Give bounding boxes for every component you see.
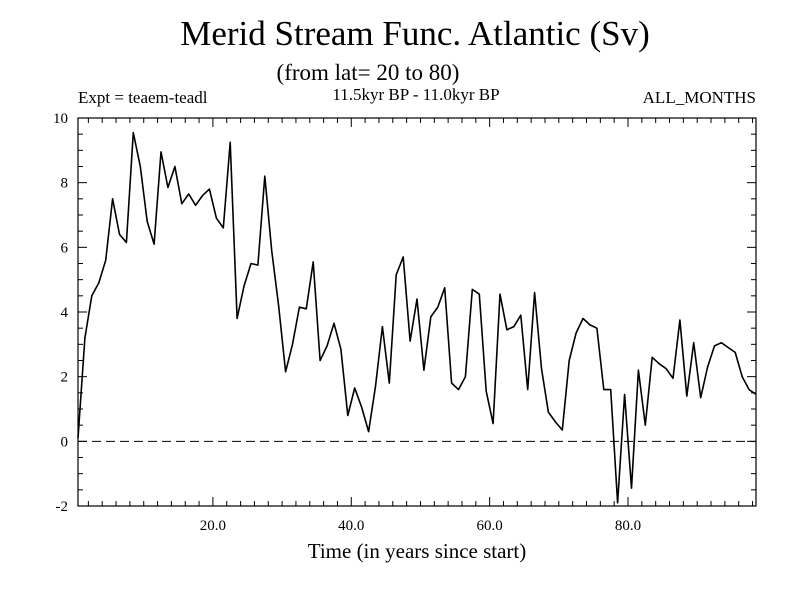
y-tick-label: 0 [61,434,69,450]
y-tick-label: 8 [61,176,69,192]
tick-marks [78,117,756,507]
y-tick-label: 6 [61,240,69,256]
chart-subtitle: (from lat= 20 to 80) [276,60,460,85]
tick-labels: 20.0 40.0 60.0 80.0 -2 0 2 4 6 8 10 [53,111,641,534]
x-tick-label: 20.0 [200,518,226,534]
experiment-label: Expt = teaem-teadl [78,88,208,107]
y-tick-label: -2 [56,499,69,515]
plot-frame [77,117,757,507]
x-tick-label: 60.0 [477,518,503,534]
x-axis-label: Time (in years since start) [308,539,527,563]
x-tick-label: 40.0 [338,518,364,534]
y-tick-label: 4 [61,305,69,321]
period-label: 11.5kyr BP - 11.0kyr BP [332,85,500,104]
y-tick-label: 10 [53,111,68,127]
chart-title: Merid Stream Func. Atlantic (Sv) [180,14,650,53]
x-tick-label: 80.0 [615,518,641,534]
y-tick-label: 2 [61,370,69,386]
months-label: ALL_MONTHS [642,88,756,107]
series-line [77,131,757,504]
